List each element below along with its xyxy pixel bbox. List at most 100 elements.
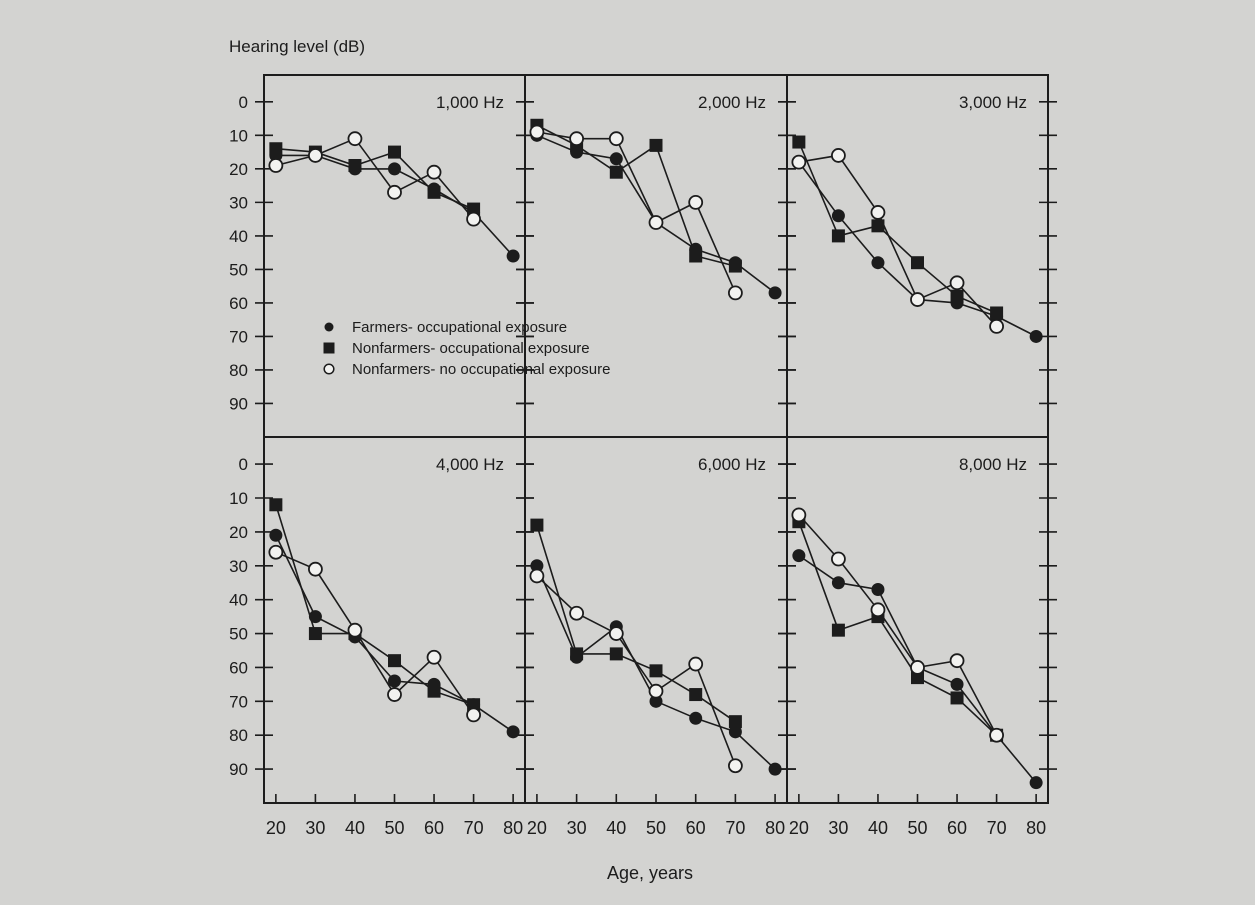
panel-title: 4,000 Hz [436,455,504,474]
x-tick-label: 20 [266,818,286,838]
legend-marker-filled-circle [324,322,334,332]
nonfarmers-occupational-exposure-point [911,256,924,270]
x-tick-label: 60 [947,818,967,838]
nonfarmers-no-occupational-exposure-point [308,148,323,163]
nonfarmers-occupational-exposure-point [831,623,845,637]
nonfarmers-no-occupational-exposure-point [466,211,481,227]
nonfarmers-occupational-exposure-point [427,684,441,698]
nonfarmers-occupational-exposure-line [275,147,474,210]
nonfarmers-no-occupational-exposure-point [387,687,402,702]
y-axis-label: Hearing level (dB) [229,37,365,56]
nonfarmers-occupational-exposure-line [798,521,998,736]
nonfarmers-no-occupational-exposure-point [949,275,965,291]
y-tick-label: 30 [229,193,248,212]
nonfarmers-occupational-exposure-point [609,165,623,179]
y-tick-label: 20 [229,523,248,542]
nonfarmers-occupational-exposure-point [728,259,742,273]
nonfarmers-no-occupational-exposure-point [347,622,363,638]
x-tick-label: 80 [765,818,785,838]
nonfarmers-occupational-exposure-point [609,647,623,661]
nonfarmers-no-occupational-exposure-line [275,551,475,716]
y-tick-label: 70 [229,327,248,346]
nonfarmers-no-occupational-exposure-point [791,154,807,170]
farmers-occupational-exposure-point [871,583,885,596]
legend-marker-filled-square [323,342,335,354]
y-tick-label: 90 [229,394,248,413]
panel-1-000-hz: 0 10 20 30 40 50 60 70 80 90 1,000 Hz [229,93,534,413]
legend-label: Farmers- occupational exposure [352,319,567,336]
nonfarmers-no-occupational-exposure-point [268,158,284,173]
nonfarmers-occupational-exposure-point [269,498,283,512]
panel-4-000-hz: 0 10 20 30 40 50 60 70 80 90 20 30 40 50 60 70 80 4,000 H… [229,455,534,838]
legend-item: Nonfarmers- occupational exposure [323,340,590,357]
y-tick-label: 0 [239,455,248,474]
nonfarmers-occupational-exposure-point [689,249,703,263]
nonfarmers-occupational-exposure-point [689,688,703,702]
nonfarmers-no-occupational-exposure-point [466,707,481,723]
x-tick-label: 50 [384,818,404,838]
nonfarmers-occupational-exposure-point [467,698,481,712]
legend: Farmers- occupational exposure Nonfarmers… [323,319,610,378]
farmers-occupational-exposure-point [649,694,663,708]
nonfarmers-occupational-exposure-point [871,219,885,233]
nonfarmers-occupational-exposure-point [950,289,964,303]
nonfarmers-no-occupational-exposure-line [798,514,998,736]
nonfarmers-no-occupational-exposure-point [791,507,807,523]
nonfarmers-no-occupational-exposure-point [727,758,743,774]
x-tick-label: 80 [1026,818,1046,838]
nonfarmers-occupational-exposure-point [728,715,742,729]
panel-6-000-hz: 20 30 40 50 60 70 80 6,000 Hz [516,455,796,838]
nonfarmers-occupational-exposure-line [536,524,736,723]
x-tick-label: 20 [527,818,547,838]
nonfarmers-no-occupational-exposure-line [536,575,737,766]
nonfarmers-no-occupational-exposure-point [870,602,886,618]
y-tick-label: 40 [229,591,248,610]
nonfarmers-no-occupational-exposure-point [426,649,442,665]
y-tick-label: 50 [229,625,248,644]
nonfarmers-no-occupational-exposure-point [529,124,545,140]
y-tick-label: 80 [229,361,248,380]
x-axis-label: Age, years [607,863,693,883]
nonfarmers-occupational-exposure-point [348,159,362,172]
y-tick-label: 30 [229,557,248,576]
nonfarmers-occupational-exposure-point [950,691,964,705]
farmers-occupational-exposure-point [768,286,782,300]
legend-item: Nonfarmers- no occupational exposure [323,361,610,378]
y-tick-label: 40 [229,227,248,246]
y-tick-label: 20 [229,160,248,179]
panels-grid: 0 10 20 30 40 50 60 70 80 90 1,000 Hz 2,000 Hz 3,000… [229,74,1057,838]
nonfarmers-no-occupational-exposure-point [870,205,886,220]
y-tick-label: 50 [229,260,248,279]
farmers-occupational-exposure-point [689,711,703,725]
y-tick-label: 0 [239,93,248,112]
nonfarmers-occupational-exposure-point [308,627,322,641]
x-tick-label: 60 [686,818,706,838]
nonfarmers-no-occupational-exposure-point [727,285,743,301]
farmers-occupational-exposure-point [792,549,806,563]
nonfarmers-no-occupational-exposure-point [648,215,664,230]
farmers-occupational-exposure-point [950,677,964,691]
x-tick-label: 50 [907,818,927,838]
nonfarmers-no-occupational-exposure-point [910,292,925,307]
nonfarmers-occupational-exposure-point [570,647,584,661]
nonfarmers-no-occupational-exposure-point [648,683,664,699]
nonfarmers-no-occupational-exposure-point [831,551,846,567]
farmers-occupational-exposure-point [308,610,322,624]
farmers-occupational-exposure-point [388,674,401,688]
x-tick-label: 40 [868,818,888,838]
farmers-occupational-exposure-point [388,162,401,176]
nonfarmers-occupational-exposure-point [467,202,481,216]
nonfarmers-occupational-exposure-point [990,306,1004,320]
nonfarmers-no-occupational-exposure-point [529,568,545,584]
x-tick-label: 30 [828,818,848,838]
farmers-occupational-exposure-point [530,559,544,573]
nonfarmers-no-occupational-exposure-point [989,727,1004,743]
nonfarmers-no-occupational-exposure-point [387,184,402,200]
x-tick-label: 30 [567,818,587,838]
nonfarmers-no-occupational-exposure-point [608,626,624,641]
y-tick-label: 80 [229,726,248,745]
nonfarmers-no-occupational-exposure-point [347,131,363,147]
farmers-occupational-exposure-point [1029,776,1043,790]
nonfarmers-occupational-exposure-line [275,504,474,706]
